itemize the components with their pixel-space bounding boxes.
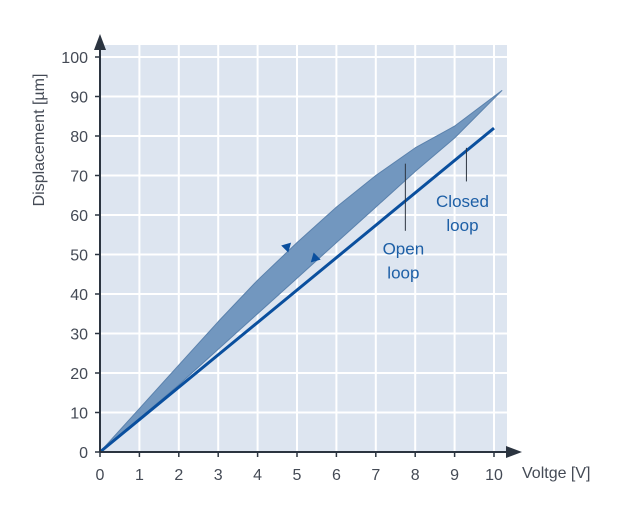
y-tick-label: 70 (70, 169, 88, 186)
x-tick-label: 0 (96, 467, 105, 484)
y-tick-label: 50 (70, 248, 88, 265)
y-tick-label: 90 (70, 90, 88, 107)
y-tick-label: 40 (70, 287, 88, 304)
x-tick-label: 2 (174, 467, 183, 484)
open-loop-label: Open (383, 240, 425, 259)
x-axis-title: Voltge [V] (522, 465, 591, 482)
closed-loop-label: Closed (436, 192, 489, 211)
closed-loop-label: loop (446, 216, 478, 235)
y-tick-label: 100 (61, 50, 88, 67)
y-tick-label: 20 (70, 366, 88, 383)
y-axis-title: Displacement [µm] (31, 74, 48, 207)
y-tick-label: 30 (70, 327, 88, 344)
x-axis-arrow-icon (506, 446, 522, 458)
y-tick-label: 0 (79, 445, 88, 462)
x-tick-label: 5 (293, 467, 302, 484)
x-tick-labels: 0 1 2 3 4 5 6 7 8 9 10 (96, 467, 503, 484)
y-tick-labels: 0 10 20 30 40 50 60 70 80 90 100 (61, 50, 88, 462)
x-tick-label: 9 (450, 467, 459, 484)
annotations: Open loop Closed loop (383, 192, 489, 282)
y-tick-label: 80 (70, 129, 88, 146)
arrowhead (281, 242, 292, 253)
y-axis-arrow-icon (94, 34, 106, 50)
open-loop-label: loop (387, 264, 419, 283)
closed-loop-line (99, 126, 495, 454)
arrow-up-on-upper-branch (281, 242, 292, 253)
y-tick-label: 60 (70, 208, 88, 225)
x-tick-label: 1 (135, 467, 144, 484)
axes (94, 34, 522, 458)
direction-arrows (281, 242, 321, 263)
open-loop-hysteresis-band (99, 90, 503, 453)
x-tick-label: 3 (214, 467, 223, 484)
annotation-leader-lines (404, 147, 467, 231)
arrow-down-on-lower-branch (310, 252, 321, 263)
y-tick-label: 10 (70, 406, 88, 423)
arrowhead (310, 252, 321, 263)
x-tick-label: 10 (485, 467, 503, 484)
x-tick-label: 7 (371, 467, 380, 484)
x-tick-label: 6 (332, 467, 341, 484)
x-tick-label: 4 (253, 467, 262, 484)
x-tick-label: 8 (411, 467, 420, 484)
